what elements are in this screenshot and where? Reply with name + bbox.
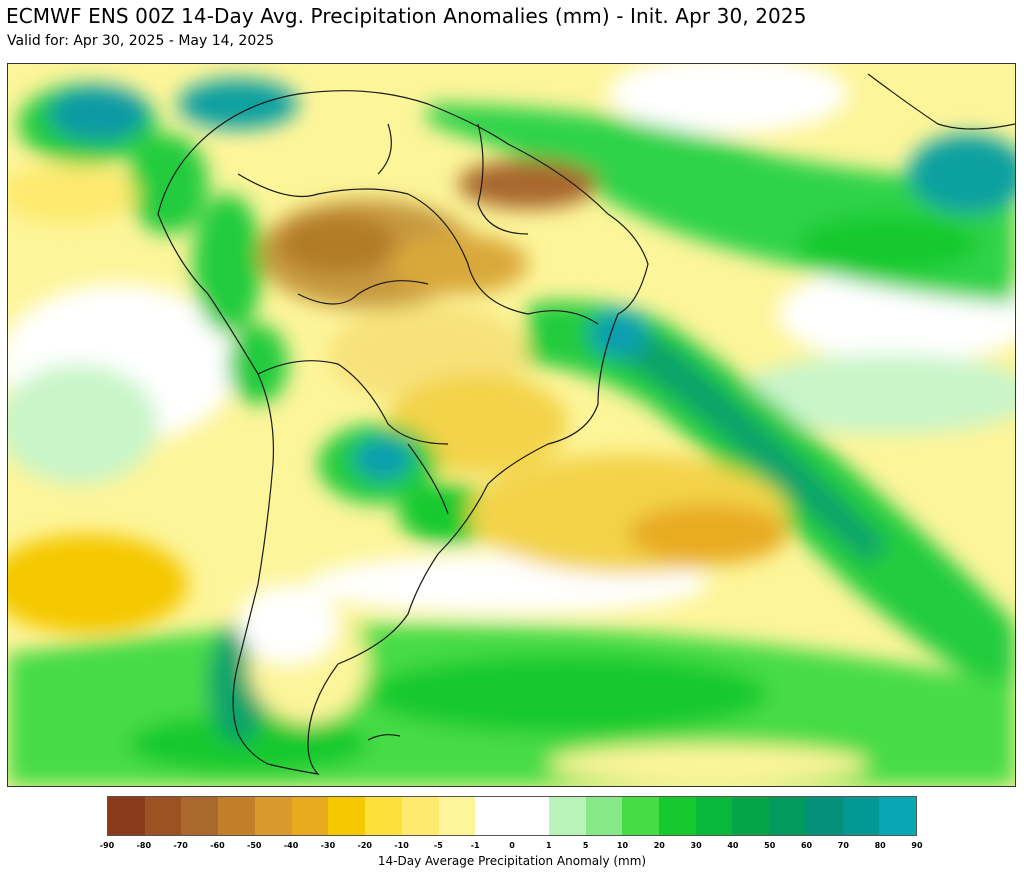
colorbar-tick-label: -20 — [357, 841, 372, 850]
colorbar-swatch — [438, 797, 476, 835]
colorbar-tick-label: 70 — [837, 841, 849, 850]
colorbar-swatch — [695, 797, 733, 835]
colorbar-swatch — [218, 797, 255, 835]
colorbar-tick-label: -30 — [320, 841, 336, 850]
colorbar-tick-label: -70 — [173, 841, 188, 850]
colorbar-tick-label: 90 — [911, 841, 923, 850]
colorbar-swatch — [622, 797, 660, 835]
colorbar-tick-label: 5 — [582, 841, 589, 850]
colorbar-swatch — [842, 797, 880, 835]
colorbar-swatch — [548, 797, 586, 835]
colorbar-tick-label: 30 — [690, 841, 702, 850]
colorbar-tick-label: -40 — [283, 841, 299, 850]
colorbar-swatch — [181, 797, 219, 835]
colorbar-swatch — [401, 797, 439, 835]
colorbar-swatch — [254, 797, 292, 835]
colorbar-tick-label: 40 — [727, 841, 739, 850]
colorbar-tick-label: -1 — [470, 841, 480, 850]
colorbar-swatch — [585, 797, 623, 835]
colorbar-swatches — [107, 796, 917, 836]
colorbar-swatch — [659, 797, 696, 835]
colorbar-swatch — [769, 797, 806, 835]
colorbar-swatch — [512, 797, 549, 835]
colorbar-swatch — [475, 797, 513, 835]
colorbar-swatch — [291, 797, 329, 835]
colorbar-tick-label: 20 — [653, 841, 665, 850]
colorbar-label: 14-Day Average Precipitation Anomaly (mm… — [377, 854, 647, 868]
colorbar-tick-label: -5 — [433, 841, 443, 850]
precipitation-anomaly-map — [7, 63, 1016, 787]
colorbar-tick-label: 80 — [874, 841, 886, 850]
colorbar-ticks: -90 -80 -70 -60 -50 -40 -30 -20 -10 -5 -1 0 1 5 10 20 30… — [100, 841, 923, 853]
country-borders — [157, 73, 1015, 775]
colorbar-swatch — [805, 797, 843, 835]
colorbar-swatch — [365, 797, 402, 835]
map-title: ECMWF ENS 00Z 14-Day Avg. Precipitation … — [6, 4, 807, 28]
colorbar-swatch — [732, 797, 770, 835]
colorbar-tick-label: 0 — [509, 841, 515, 850]
colorbar-tick-label: -80 — [136, 841, 152, 850]
valid-period: Valid for: Apr 30, 2025 - May 14, 2025 — [7, 33, 275, 49]
colorbar-tick-label: -50 — [247, 841, 262, 850]
anomaly-field — [8, 64, 1015, 786]
colorbar-swatch — [879, 797, 917, 835]
colorbar-tick-label: -10 — [394, 841, 409, 850]
colorbar-tick-label: 10 — [616, 841, 629, 850]
colorbar-tick-label: 60 — [800, 841, 813, 850]
colorbar-swatch — [108, 797, 145, 835]
colorbar-tick-label: 50 — [764, 841, 776, 850]
colorbar-tick-label: -60 — [210, 841, 225, 850]
colorbar-tick-label: -90 — [99, 841, 115, 850]
colorbar-swatch — [328, 797, 366, 835]
colorbar — [107, 796, 917, 836]
colorbar-tick-label: 1 — [546, 841, 552, 850]
colorbar-swatch — [144, 797, 182, 835]
